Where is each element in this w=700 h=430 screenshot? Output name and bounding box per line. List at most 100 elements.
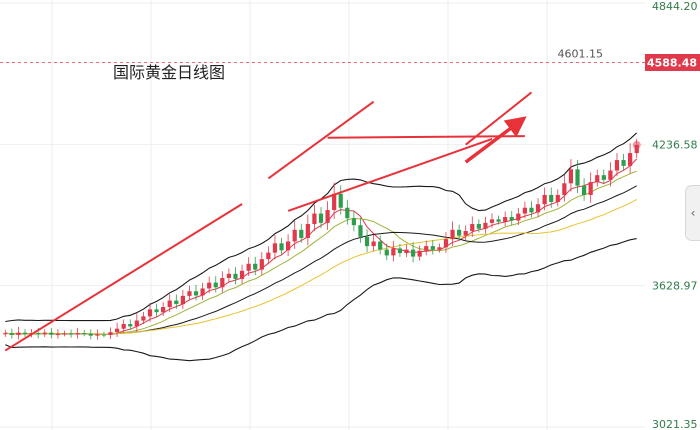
candle-body xyxy=(42,332,47,335)
candle-body xyxy=(75,333,80,335)
candle-body xyxy=(397,248,403,254)
candle-body xyxy=(338,193,343,208)
candle-body xyxy=(121,324,126,329)
candle xyxy=(174,294,179,309)
candle-body xyxy=(470,224,475,231)
candle-body xyxy=(101,334,107,336)
candle xyxy=(272,234,278,260)
candle-body xyxy=(88,333,93,336)
candle-body xyxy=(187,291,192,296)
candle xyxy=(207,276,212,294)
candle xyxy=(437,243,442,253)
candle xyxy=(312,204,317,232)
candle xyxy=(489,213,495,228)
candle xyxy=(318,207,324,229)
candle-body xyxy=(305,224,310,238)
last-price-dot xyxy=(632,140,641,149)
candle-body xyxy=(424,246,429,251)
candle-body xyxy=(378,241,383,250)
candle-body xyxy=(384,249,389,256)
candle-body xyxy=(213,282,218,288)
candle xyxy=(42,329,47,338)
candle xyxy=(450,221,455,246)
trend-line xyxy=(287,137,493,212)
candle-body xyxy=(134,320,139,327)
candle-body xyxy=(128,324,133,327)
candle-body xyxy=(568,169,574,184)
candle-body xyxy=(193,291,199,296)
candle xyxy=(410,242,416,263)
candle xyxy=(9,328,14,339)
candle xyxy=(154,303,159,317)
candle-body xyxy=(154,309,159,313)
high-price-label: 4601.15 xyxy=(558,48,604,61)
candle-body xyxy=(200,288,205,296)
candle xyxy=(588,172,593,203)
y-axis: 4844.20 4236.58 3628.97 3021.35 xyxy=(652,0,698,430)
candle xyxy=(259,252,264,276)
candle-body xyxy=(483,222,488,229)
candle xyxy=(233,267,238,285)
candle xyxy=(82,330,87,337)
candle xyxy=(345,199,350,225)
candle-body xyxy=(529,207,534,213)
candle xyxy=(509,210,514,226)
side-panel-toggle[interactable]: ‹ xyxy=(685,185,700,241)
candle-body xyxy=(259,259,264,270)
candle-body xyxy=(345,207,350,219)
candle-body xyxy=(3,333,8,335)
trend-line xyxy=(4,203,243,352)
candle xyxy=(562,174,567,202)
candle-body xyxy=(226,273,232,278)
y-tick-label: 3021.35 xyxy=(652,418,698,430)
candle xyxy=(305,214,310,246)
bollinger-bands xyxy=(5,132,638,362)
candle-body xyxy=(417,250,422,257)
candle-body xyxy=(95,334,100,336)
candle xyxy=(575,160,580,194)
candle-body xyxy=(174,300,179,305)
candle xyxy=(16,327,21,340)
candle-body xyxy=(207,282,212,289)
candle-body xyxy=(16,332,21,335)
candle xyxy=(114,322,120,338)
candle-body xyxy=(542,194,547,205)
candle xyxy=(200,282,205,300)
candle-body xyxy=(443,239,449,248)
candle xyxy=(147,302,153,322)
candle-body xyxy=(318,213,324,223)
candle xyxy=(121,319,126,333)
candle xyxy=(292,220,297,249)
bollinger-lower-line xyxy=(5,238,637,362)
candle-body xyxy=(332,193,337,211)
candle xyxy=(595,169,600,187)
candle-body xyxy=(114,328,120,333)
candle xyxy=(628,143,633,174)
candle-body xyxy=(371,241,376,247)
candle-body xyxy=(180,295,185,305)
candle-body xyxy=(312,213,317,225)
candle xyxy=(568,159,574,192)
candle-body xyxy=(299,229,304,238)
candle xyxy=(581,178,587,201)
candle xyxy=(338,185,343,215)
candle xyxy=(95,329,100,340)
candle-body xyxy=(476,224,481,229)
candle-body xyxy=(36,333,41,335)
candle xyxy=(358,217,363,243)
candle-body xyxy=(358,225,363,237)
candle xyxy=(483,216,488,234)
candle-body xyxy=(147,309,153,317)
trend-line xyxy=(465,91,533,146)
candle-body xyxy=(279,243,284,251)
candle xyxy=(22,329,28,337)
y-tick-label: 4844.20 xyxy=(652,0,698,13)
candle-body xyxy=(437,247,442,250)
candle xyxy=(378,235,383,255)
candle xyxy=(384,243,389,261)
candle xyxy=(496,215,501,225)
candle xyxy=(503,211,508,227)
candle-body xyxy=(608,170,613,180)
candle-body xyxy=(9,333,14,335)
